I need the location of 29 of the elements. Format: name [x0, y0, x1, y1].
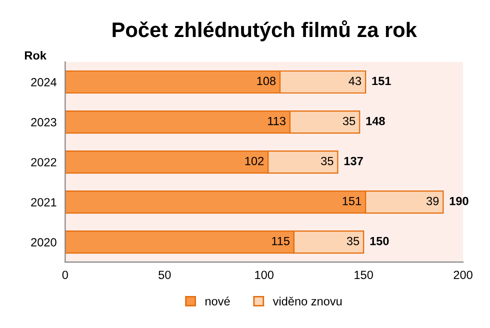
legend-label: viděno znovu: [272, 296, 342, 306]
y-tick-label: 2020: [31, 238, 56, 246]
data-label: 108: [257, 76, 276, 86]
data-label: 43: [348, 76, 362, 86]
total-label: 190: [450, 196, 468, 206]
x-tick-label: 100: [255, 270, 274, 280]
total-label: 151: [372, 76, 391, 86]
x-tick-label: 0: [62, 270, 68, 280]
total-label: 148: [366, 116, 385, 126]
data-label: 39: [426, 196, 439, 206]
x-tick-label: 150: [354, 270, 373, 280]
data-label: 151: [342, 196, 362, 206]
data-label: 35: [321, 156, 334, 166]
y-axis-title: Rok: [24, 50, 46, 60]
y-tick-label: 2021: [31, 198, 56, 206]
chart-title: Počet zhlédnutých filmů za rok: [112, 20, 417, 42]
x-tick-label: 200: [454, 270, 472, 280]
data-label: 113: [268, 116, 286, 126]
data-label: 102: [245, 156, 264, 166]
total-label: 137: [344, 156, 363, 166]
data-label: 35: [342, 116, 356, 126]
y-tick-label: 2024: [31, 78, 56, 86]
x-tick-label: 50: [158, 270, 171, 280]
total-label: 150: [370, 236, 389, 246]
y-tick-label: 2022: [31, 158, 56, 166]
legend-label: nové: [206, 296, 230, 306]
data-label: 115: [272, 236, 290, 246]
data-label: 35: [346, 236, 360, 246]
y-tick-label: 2023: [31, 118, 56, 126]
